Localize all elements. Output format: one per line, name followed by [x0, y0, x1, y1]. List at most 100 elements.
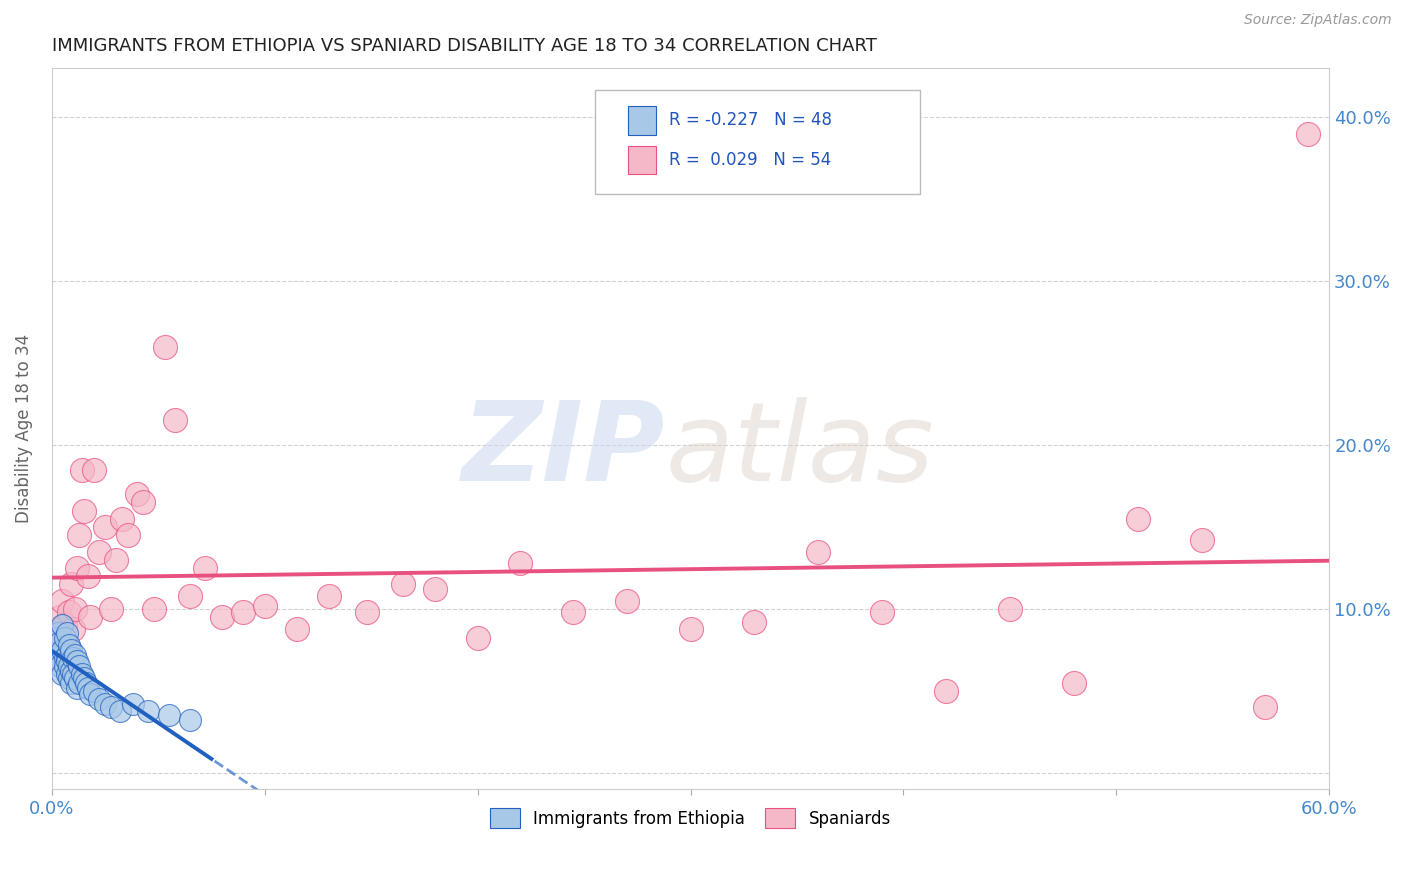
Point: [55, 667, 77, 681]
Point: [165, 413, 187, 427]
Point: [87, 692, 110, 706]
Point: [58, 659, 80, 673]
Point: [58, 605, 80, 619]
Point: [153, 340, 176, 354]
Point: [51, 593, 73, 607]
Point: [77, 569, 100, 583]
Point: [232, 605, 254, 619]
Point: [121, 697, 143, 711]
Point: [562, 605, 585, 619]
Bar: [628, 145, 657, 174]
Text: R = -0.227   N = 48: R = -0.227 N = 48: [669, 112, 832, 129]
Point: [45, 638, 67, 652]
Point: [45, 622, 67, 636]
Point: [117, 528, 139, 542]
Point: [58, 638, 80, 652]
Point: [509, 556, 531, 570]
Point: [59, 664, 82, 678]
Point: [63, 648, 86, 662]
Point: [870, 605, 893, 619]
Point: [55, 648, 77, 662]
Point: [66, 681, 89, 695]
Point: [1191, 533, 1213, 547]
Point: [467, 632, 489, 646]
Point: [67, 675, 90, 690]
Point: [356, 605, 378, 619]
Point: [62, 651, 84, 665]
Point: [59, 675, 82, 690]
Point: [63, 671, 86, 685]
Point: [94, 520, 117, 534]
Point: [55, 638, 77, 652]
Point: [51, 618, 73, 632]
Point: [46, 643, 69, 657]
Point: [46, 626, 69, 640]
Point: [62, 667, 84, 681]
Point: [142, 602, 165, 616]
Point: [70, 667, 93, 681]
Point: [62, 622, 84, 636]
Point: [194, 561, 217, 575]
Point: [42, 632, 65, 646]
Point: [53, 659, 76, 673]
Point: [66, 561, 89, 575]
Point: [59, 643, 82, 657]
Point: [392, 577, 415, 591]
Text: R =  0.029   N = 54: R = 0.029 N = 54: [669, 151, 831, 169]
Point: [58, 671, 80, 685]
Point: [67, 659, 90, 673]
Point: [285, 622, 308, 636]
Text: ZIP: ZIP: [461, 397, 665, 504]
Point: [87, 544, 110, 558]
Point: [79, 687, 101, 701]
Point: [104, 553, 127, 567]
Point: [179, 589, 201, 603]
Point: [1254, 700, 1277, 714]
Point: [59, 577, 82, 591]
Point: [63, 602, 86, 616]
Point: [94, 697, 117, 711]
Point: [616, 593, 638, 607]
Point: [935, 684, 957, 698]
Point: [46, 648, 69, 662]
Point: [49, 610, 72, 624]
Point: [1063, 675, 1085, 690]
Point: [807, 544, 830, 558]
Legend: Immigrants from Ethiopia, Spaniards: Immigrants from Ethiopia, Spaniards: [484, 801, 897, 835]
Point: [49, 659, 72, 673]
Point: [1126, 512, 1149, 526]
Point: [100, 602, 122, 616]
Point: [136, 704, 159, 718]
Point: [318, 589, 340, 603]
Point: [744, 615, 766, 629]
Point: [157, 708, 180, 723]
Point: [67, 528, 90, 542]
Point: [111, 512, 134, 526]
Point: [73, 503, 96, 517]
Point: [179, 714, 201, 728]
Point: [55, 654, 77, 668]
Point: [77, 681, 100, 695]
Point: [132, 495, 155, 509]
Point: [55, 626, 77, 640]
Text: atlas: atlas: [665, 397, 934, 504]
Point: [211, 610, 233, 624]
Bar: [628, 106, 657, 135]
FancyBboxPatch shape: [595, 89, 921, 194]
Point: [423, 582, 446, 597]
Point: [998, 602, 1021, 616]
Text: Source: ZipAtlas.com: Source: ZipAtlas.com: [1244, 13, 1392, 28]
Point: [66, 654, 89, 668]
Point: [45, 632, 67, 646]
Point: [42, 643, 65, 657]
Point: [73, 671, 96, 685]
Point: [51, 667, 73, 681]
Point: [42, 634, 65, 648]
Point: [679, 622, 702, 636]
Point: [53, 651, 76, 665]
Point: [53, 632, 76, 646]
Point: [1296, 127, 1319, 141]
Point: [51, 643, 73, 657]
Point: [70, 462, 93, 476]
Point: [75, 675, 97, 690]
